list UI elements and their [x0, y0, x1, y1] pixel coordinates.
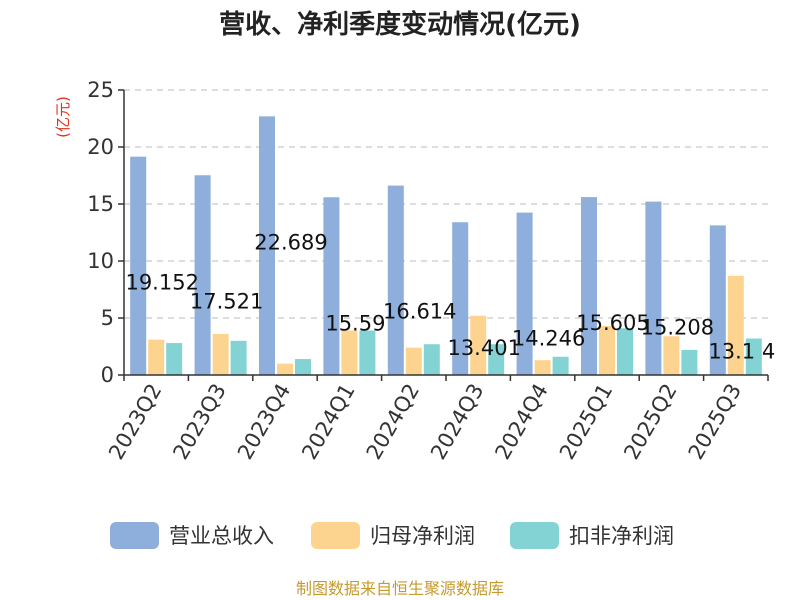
bar-series-0-2023Q3	[194, 175, 211, 375]
bar-series-2-2023Q3	[230, 340, 247, 375]
bar-series-1-2025Q2	[663, 336, 680, 375]
bar-series-0-2025Q1	[581, 197, 597, 375]
x-tick-label: 2023Q2	[104, 380, 166, 464]
legend-label[interactable]: 营业总收入	[169, 524, 274, 548]
x-tick-label: 2025Q3	[684, 380, 746, 464]
bar-series-0-2025Q3	[709, 225, 726, 375]
bar-series-1-2024Q3	[470, 315, 487, 375]
data-label: 19.152	[125, 271, 198, 295]
bar-series-0-2023Q4	[259, 116, 275, 375]
y-tick-labels: 0 5 10 15 20 25	[87, 78, 124, 387]
bar-series-2-2024Q3	[488, 344, 505, 375]
x-tick-label: 2024Q4	[490, 380, 552, 464]
grid-lines	[124, 89, 768, 319]
data-label: 13.401	[447, 336, 520, 360]
data-label: 15.59	[325, 311, 385, 335]
bar-series-0-2025Q2	[645, 201, 662, 375]
x-tick-labels: 2023Q2 2023Q3 2023Q4 2024Q1 2024Q2 2024Q3 2024…	[104, 375, 769, 464]
bar-series-1-2023Q4	[277, 363, 293, 375]
legend-swatch[interactable]	[510, 522, 559, 549]
bar-series-0-2024Q4	[516, 212, 533, 375]
x-tick-label: 2024Q1	[297, 380, 359, 464]
bar-series-2-2025Q3	[745, 338, 762, 375]
chart-title: 营收、净利季度变动情况(亿元)	[219, 9, 581, 40]
bar-series-1-2023Q2	[148, 339, 165, 375]
data-label: 13.1 4	[708, 339, 775, 363]
y-tick-label: 5	[101, 306, 114, 330]
data-label: 15.208	[641, 316, 714, 340]
bar-series-2-2023Q4	[295, 359, 311, 375]
bar-series-1-2023Q3	[212, 333, 229, 375]
data-label: 16.614	[383, 300, 456, 324]
y-axis-label: (亿元)	[54, 96, 72, 138]
x-tick-label: 2024Q2	[362, 380, 424, 464]
bar-series-2-2025Q2	[681, 349, 698, 375]
data-label: 15.605	[576, 311, 649, 335]
y-tick-label: 15	[87, 192, 114, 216]
x-tick-label: 2023Q4	[233, 380, 295, 464]
data-label: 17.521	[190, 289, 263, 313]
bar-series-1-2024Q1	[341, 330, 358, 375]
legend-label[interactable]: 扣非净利润	[569, 524, 674, 548]
bar-series-2-2023Q2	[166, 343, 183, 375]
bar-series-2-2024Q4	[552, 356, 569, 375]
data-label: 22.689	[254, 230, 327, 254]
x-tick-label: 2023Q3	[168, 380, 230, 464]
bar-series-0-2024Q3	[452, 222, 469, 375]
legend-swatch[interactable]	[311, 522, 360, 549]
y-tick-label: 10	[87, 249, 114, 273]
x-tick-label: 2025Q2	[619, 380, 681, 464]
bar-series-0-2023Q2	[130, 156, 147, 375]
bar-series-2-2024Q1	[359, 330, 376, 375]
x-tick-label: 2025Q1	[555, 380, 617, 464]
y-tick-label: 25	[87, 78, 114, 102]
y-tick-label: 20	[87, 135, 114, 159]
bar-series-1-2024Q4	[534, 360, 551, 375]
y-tick-label: 0	[101, 363, 114, 387]
x-tick-label: 2024Q3	[426, 380, 488, 464]
bar-series-2-2025Q1	[617, 328, 633, 375]
bar-series-0-2024Q2	[387, 185, 404, 375]
bar-series-2-2024Q2	[423, 344, 440, 375]
bar-series-1-2025Q3	[727, 275, 744, 375]
bars	[130, 116, 762, 375]
legend: 营业总收入 归母净利润 扣非净利润	[110, 522, 674, 549]
data-label: 14.246	[512, 327, 585, 351]
bar-series-1-2024Q2	[405, 347, 422, 375]
source-note: 制图数据来自恒生聚源数据库	[296, 579, 504, 598]
legend-swatch[interactable]	[110, 522, 159, 549]
bar-series-0-2024Q1	[323, 197, 340, 375]
bar-series-1-2025Q1	[599, 325, 615, 375]
legend-label[interactable]: 归母净利润	[370, 524, 475, 548]
